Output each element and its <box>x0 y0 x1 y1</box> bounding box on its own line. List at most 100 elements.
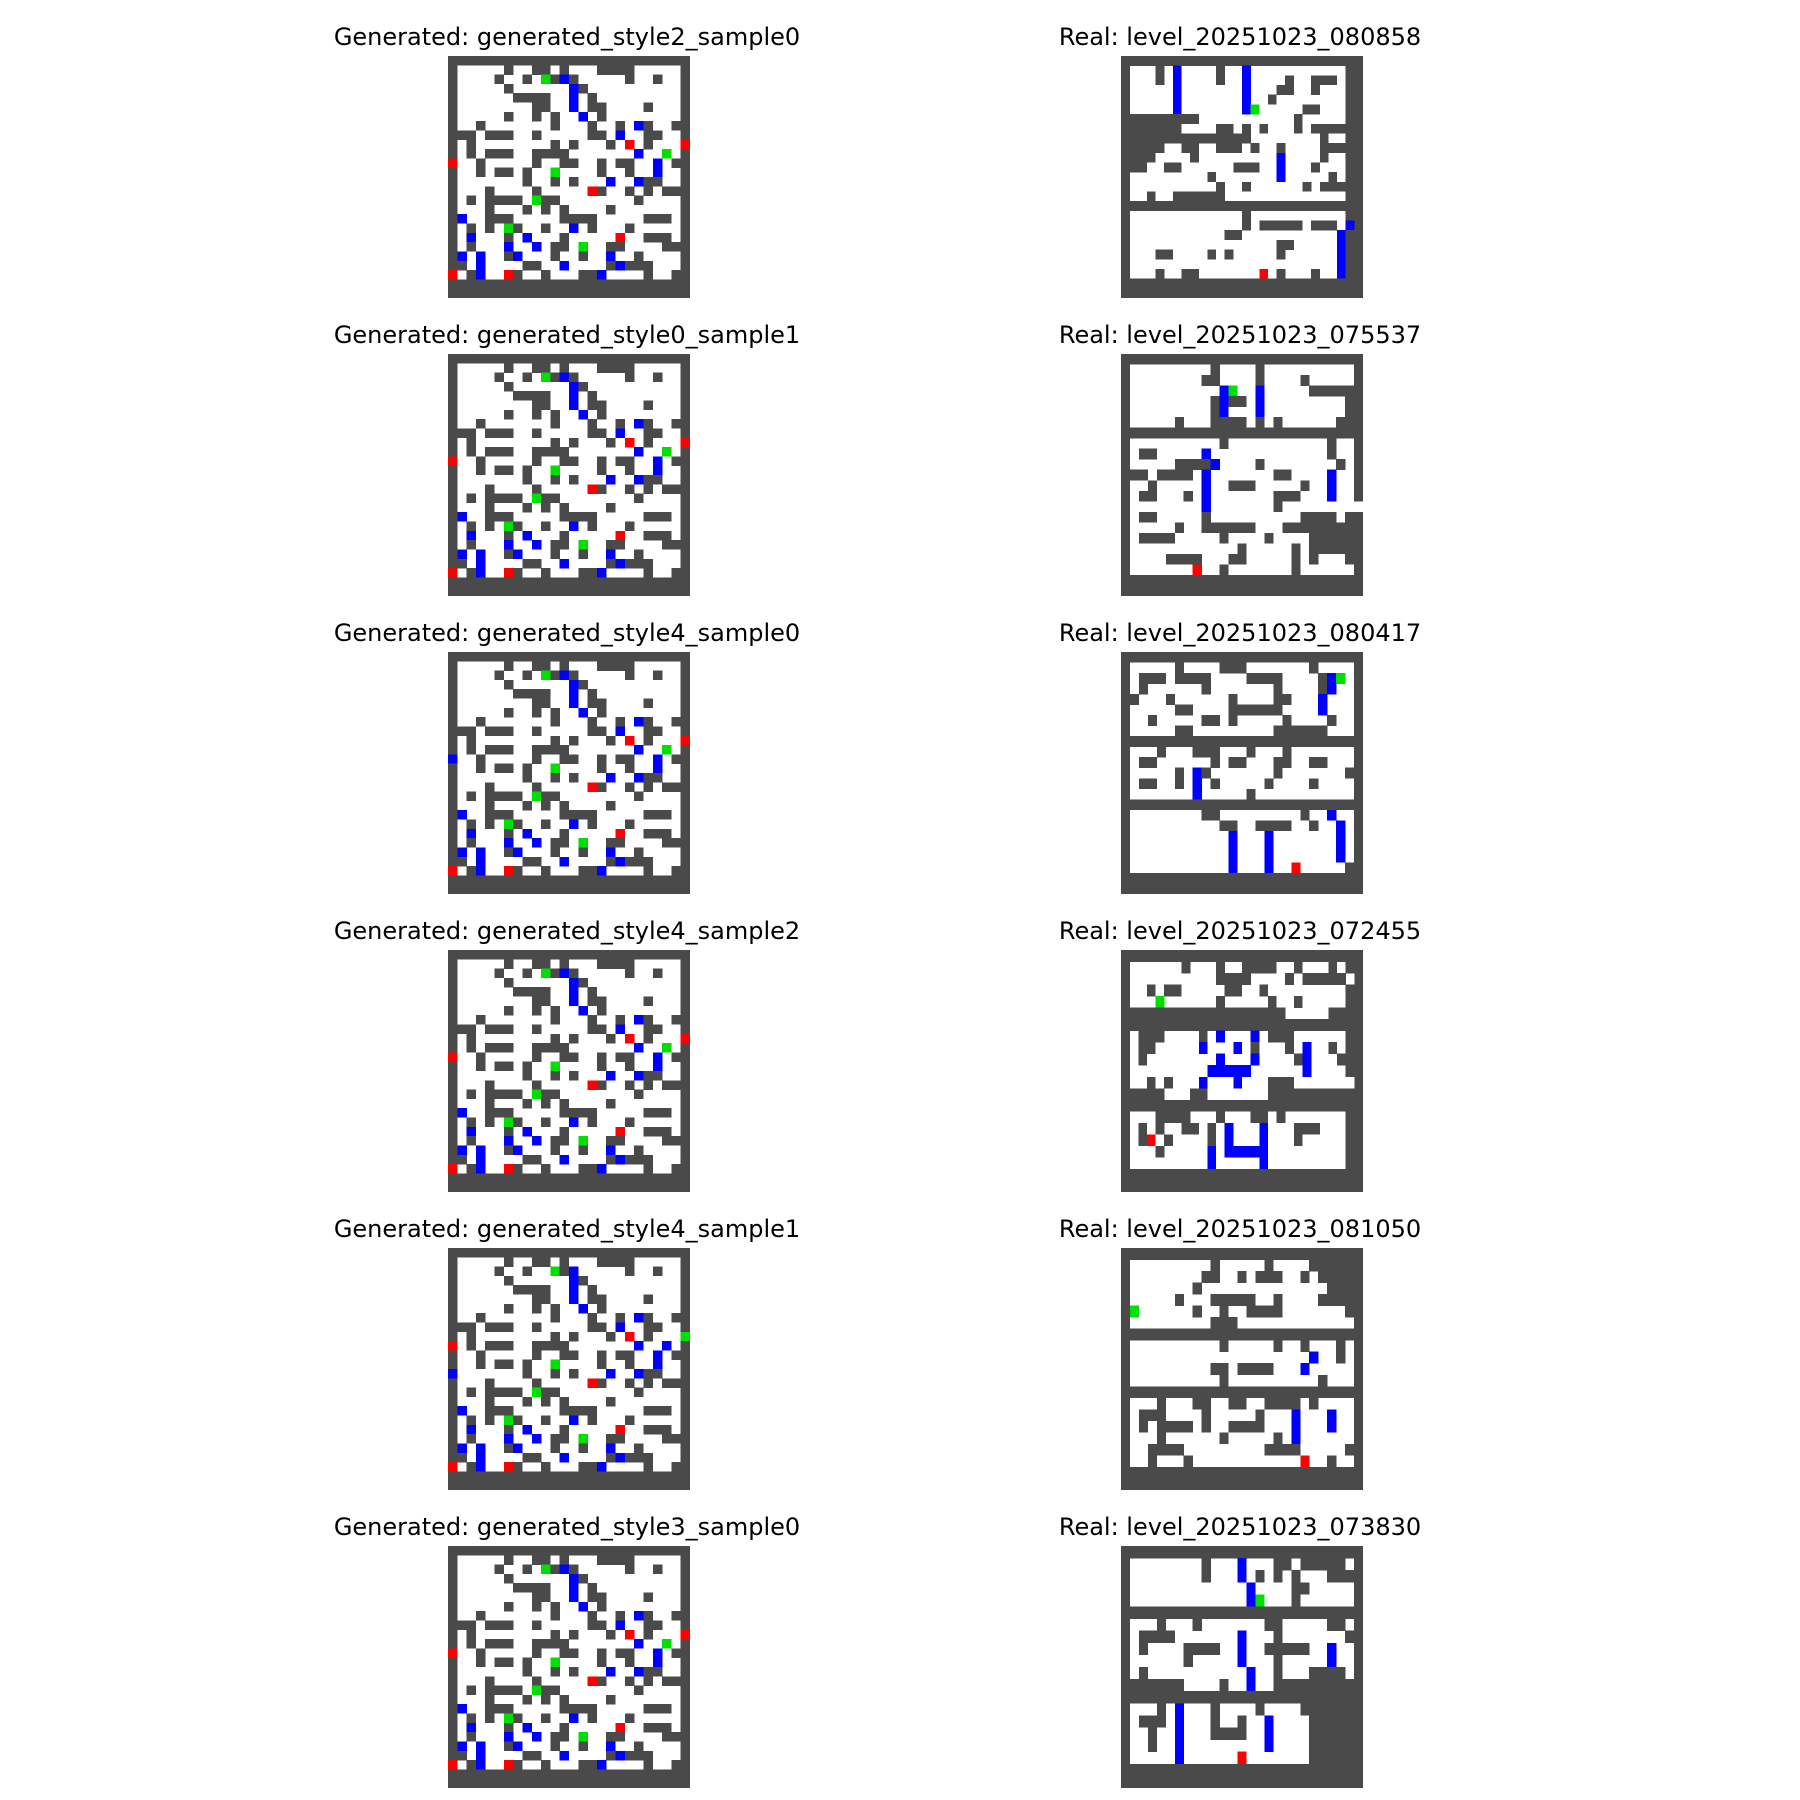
wall-cell <box>1207 278 1217 289</box>
blue-tile <box>1264 851 1274 863</box>
blue-tile <box>596 1760 607 1770</box>
wall-cell <box>550 195 560 206</box>
wall-cell <box>1354 694 1363 705</box>
wall-cell <box>1174 778 1184 789</box>
wall-cell <box>1156 1420 1166 1433</box>
wall-cell <box>485 1108 495 1118</box>
wall-cell <box>1228 585 1238 596</box>
wall-cell <box>1165 1691 1175 1704</box>
wall-cell <box>680 1089 690 1100</box>
wall-cell <box>1121 385 1131 397</box>
wall-cell <box>1121 1065 1130 1077</box>
wall-cell <box>1210 652 1220 663</box>
wall-cell <box>448 1350 458 1360</box>
wall-cell <box>680 1164 690 1174</box>
wall-cell <box>485 1341 495 1351</box>
wall-cell <box>457 288 467 298</box>
wall-cell <box>1146 114 1156 124</box>
wall-cell <box>1129 469 1140 481</box>
blue-tile <box>522 1126 532 1137</box>
wall-cell <box>448 363 458 373</box>
wall-cell <box>587 1769 598 1779</box>
wall-cell <box>513 875 523 885</box>
wall-cell <box>1282 820 1292 832</box>
wall-cell <box>1121 1122 1130 1135</box>
wall-cell <box>680 558 690 569</box>
wall-cell <box>448 773 458 783</box>
wall-cell <box>1165 1478 1175 1490</box>
red-tile <box>587 186 598 196</box>
wall-cell <box>1354 114 1363 124</box>
wall-cell <box>494 1248 505 1258</box>
wall-cell <box>475 950 486 960</box>
wall-cell <box>1282 1248 1292 1260</box>
wall-cell <box>643 102 653 113</box>
wall-cell <box>624 558 635 569</box>
wall-cell <box>550 1015 560 1025</box>
wall-cell <box>1147 715 1158 726</box>
blue-tile <box>615 260 626 271</box>
wall-cell <box>634 288 644 298</box>
wall-cell <box>559 652 570 662</box>
wall-cell <box>671 1778 681 1788</box>
blue-tile <box>1207 1065 1217 1077</box>
wall-cell <box>1282 746 1292 758</box>
green-tile <box>531 493 542 504</box>
blue-tile <box>1246 1582 1256 1595</box>
wall-cell <box>1328 1088 1338 1101</box>
wall-cell <box>1129 950 1139 962</box>
wall-cell <box>652 130 663 140</box>
wall-cell <box>485 950 495 960</box>
red-tile <box>1259 268 1269 279</box>
wall-cell <box>624 661 635 671</box>
wall-cell <box>1327 1546 1337 1559</box>
red-tile <box>615 530 626 541</box>
wall-cell <box>550 242 560 252</box>
wall-cell <box>587 1248 598 1258</box>
wall-cell <box>1354 799 1363 811</box>
wall-cell <box>587 1164 598 1174</box>
wall-cell <box>475 56 486 66</box>
wall-cell <box>1129 799 1140 811</box>
wall-cell <box>1121 406 1131 418</box>
wall-cell <box>1285 1042 1295 1054</box>
red-tile <box>503 1462 514 1472</box>
wall-cell <box>448 968 458 979</box>
blue-tile <box>522 1722 532 1733</box>
wall-cell <box>1121 1739 1131 1752</box>
wall-cell <box>1318 385 1328 397</box>
blue-tile <box>1264 1715 1274 1728</box>
blue-tile <box>559 558 570 569</box>
wall-cell <box>1219 427 1229 439</box>
wall-cell <box>494 726 505 736</box>
wall-cell <box>569 372 579 383</box>
wall-cell <box>1354 809 1363 821</box>
wall-cell <box>652 828 663 839</box>
wall-cell <box>1121 746 1131 758</box>
wall-cell <box>680 791 690 802</box>
wall-cell <box>559 577 570 587</box>
wall-cell <box>1181 1122 1191 1135</box>
wall-cell <box>1190 288 1199 298</box>
wall-cell <box>569 279 579 289</box>
wall-cell <box>1354 490 1363 502</box>
wall-cell <box>466 139 477 150</box>
green-tile <box>531 1387 542 1398</box>
wall-cell <box>1121 1478 1131 1490</box>
wall-cell <box>1354 104 1363 115</box>
wall-cell <box>1264 778 1274 789</box>
wall-cell <box>448 204 458 215</box>
wall-cell <box>1183 872 1193 884</box>
wall-cell <box>503 1555 514 1565</box>
wall-cell <box>1273 490 1283 502</box>
wall-cell <box>1121 1654 1131 1668</box>
wall-cell <box>531 1676 542 1686</box>
wall-cell <box>1155 268 1165 279</box>
wall-cell <box>1155 249 1165 260</box>
blue-tile <box>559 968 570 979</box>
wall-cell <box>531 1285 542 1295</box>
blue-tile <box>634 121 644 131</box>
wall-cell <box>587 121 598 131</box>
wall-cell <box>1273 469 1283 481</box>
wall-cell <box>1121 683 1131 695</box>
